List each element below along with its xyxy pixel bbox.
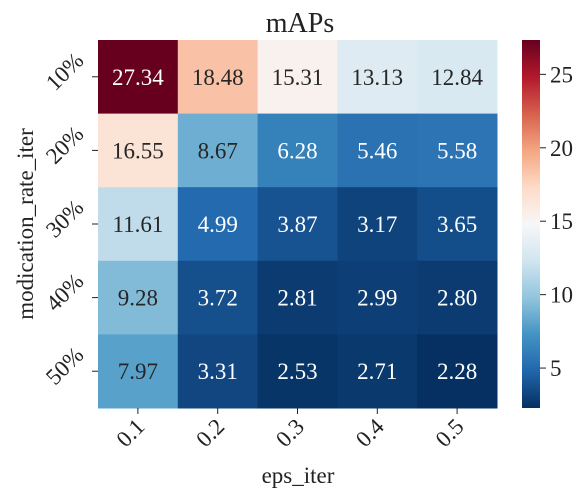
heatmap-cell-label: 3.17 <box>357 212 397 237</box>
y-tick-label: 20% <box>41 121 88 168</box>
heatmap-cell-label: 12.84 <box>431 65 483 90</box>
chart-title: mAPs <box>266 8 334 39</box>
heatmap-cell <box>98 187 179 262</box>
colorbar-tick-label: 5 <box>550 356 562 381</box>
heatmap-cell <box>417 260 498 335</box>
heatmap-cell <box>257 187 338 262</box>
heatmap-cell <box>337 40 418 115</box>
heatmap-cell-label: 15.31 <box>272 65 324 90</box>
heatmap-cell-labels: 27.34 18.48 15.31 13.13 12.84 16.55 8.67 6.28 5.… <box>112 65 483 384</box>
colorbar-tick-label: 10 <box>550 283 573 308</box>
x-tick-label: 0.1 <box>111 414 149 452</box>
y-axis-label: modication_rate_iter <box>13 128 38 320</box>
heatmap-cell <box>98 334 179 409</box>
heatmap-cell <box>257 113 338 188</box>
heatmap-cell-label: 8.67 <box>198 138 238 163</box>
heatmap-cell-label: 16.55 <box>112 138 164 163</box>
colorbar: 5 10 15 20 25 <box>522 40 573 408</box>
heatmap-cell <box>257 334 338 409</box>
x-axis-label: eps_iter <box>262 463 335 488</box>
heatmap-cell-label: 2.99 <box>357 286 397 311</box>
x-axis-ticks: 0.1 0.2 0.3 0.4 0.5 <box>111 408 469 452</box>
heatmap-cell <box>177 113 259 188</box>
heatmap-cell-label: 18.48 <box>192 65 244 90</box>
heatmap-cell <box>98 260 179 335</box>
colorbar-tick-label: 25 <box>550 62 573 87</box>
heatmap-cell-label: 11.61 <box>112 212 163 237</box>
x-tick-label: 0.4 <box>351 414 389 452</box>
heatmap-cell <box>417 187 498 262</box>
heatmap-cell-label: 2.80 <box>437 286 477 311</box>
heatmap-cells <box>98 40 498 409</box>
heatmap-cell-label: 6.28 <box>277 138 317 163</box>
x-tick-label: 0.3 <box>271 414 309 452</box>
heatmap-cell-label: 3.31 <box>198 359 238 384</box>
heatmap-cell <box>257 260 338 335</box>
heatmap-cell-label: 27.34 <box>112 65 164 90</box>
colorbar-ticks: 5 10 15 20 25 <box>540 62 573 381</box>
heatmap-cell-label: 2.71 <box>357 359 397 384</box>
heatmap-cell <box>177 40 259 115</box>
heatmap-cell <box>417 334 498 409</box>
heatmap-cell <box>98 40 179 115</box>
heatmap-cell <box>98 113 179 188</box>
heatmap-cell <box>337 187 418 262</box>
heatmap-cell <box>177 187 259 262</box>
y-axis-ticks: 10% 20% 30% 40% 50% <box>41 48 98 390</box>
heatmap-cell-label: 13.13 <box>351 65 403 90</box>
heatmap-cell <box>337 334 418 409</box>
y-tick-label: 40% <box>41 269 88 316</box>
heatmap-cell <box>417 40 498 115</box>
heatmap-cell-label: 3.72 <box>198 286 238 311</box>
heatmap-cell-label: 3.65 <box>437 212 477 237</box>
y-tick-label: 10% <box>41 48 88 95</box>
heatmap-cell <box>177 334 259 409</box>
heatmap-cell-label: 4.99 <box>198 212 238 237</box>
heatmap-cell <box>337 260 418 335</box>
y-tick-label: 30% <box>41 195 88 242</box>
heatmap-cell <box>417 113 498 188</box>
heatmap-cell-label: 5.46 <box>357 138 397 163</box>
heatmap-cell-label: 9.28 <box>118 286 158 311</box>
heatmap-cell <box>337 113 418 188</box>
heatmap-cell <box>177 260 259 335</box>
heatmap-cell-label: 2.28 <box>437 359 477 384</box>
heatmap-cell-label: 3.87 <box>277 212 317 237</box>
colorbar-tick-label: 20 <box>550 136 573 161</box>
heatmap-cell-label: 2.53 <box>277 359 317 384</box>
colorbar-tick-label: 15 <box>550 209 573 234</box>
heatmap-cell-label: 5.58 <box>437 138 477 163</box>
heatmap-cell <box>257 40 338 115</box>
x-tick-label: 0.5 <box>431 414 469 452</box>
colorbar-gradient <box>522 40 540 408</box>
x-tick-label: 0.2 <box>191 414 229 452</box>
heatmap-cell-label: 7.97 <box>118 359 158 384</box>
heatmap-cell-label: 2.81 <box>277 286 317 311</box>
y-tick-label: 50% <box>41 342 88 389</box>
